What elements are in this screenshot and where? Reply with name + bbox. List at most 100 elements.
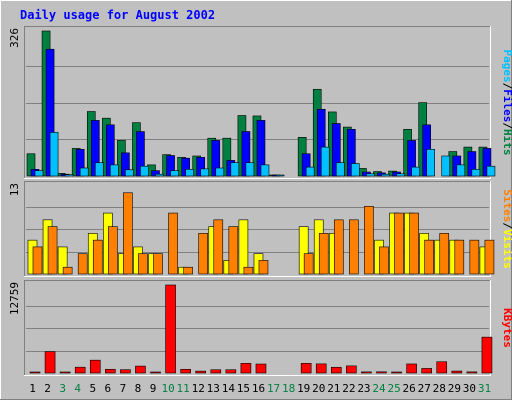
bar-sites-day-undefined (168, 212, 178, 275)
bar-pages-day-30 (471, 169, 481, 177)
bar-kbytes-day-undefined (391, 371, 402, 374)
bar-sites-day-undefined (333, 219, 344, 275)
bar-sites-day-undefined (32, 246, 43, 275)
x-tick-label: 14 (222, 382, 236, 395)
x-tick-label: 27 (418, 382, 431, 395)
y-max-label: 13 (8, 183, 21, 196)
bar-kbytes-day-undefined (74, 366, 86, 374)
x-tick-label: 10 (161, 382, 174, 395)
bar-kbytes-day-undefined (44, 351, 56, 374)
bar-pages-day-10 (170, 170, 179, 177)
bar-kbytes-day-undefined (105, 368, 116, 374)
bar-sites-day-undefined (198, 233, 209, 275)
bar-pages-day-8 (140, 165, 149, 177)
bar-pages-day-29 (456, 164, 466, 177)
bar-sites-day-undefined (303, 253, 314, 275)
x-tick-label: 19 (297, 382, 310, 395)
bar-pages-day-20 (320, 146, 330, 177)
chart-title: Daily usage for August 2002 (20, 8, 215, 22)
right-axis-label: KBytes (501, 308, 512, 348)
bar-kbytes-day-undefined (195, 370, 207, 374)
x-tick-label: 5 (89, 382, 96, 395)
bar-pages-day-9 (155, 173, 164, 177)
bar-kbytes-day-undefined (361, 371, 372, 374)
x-tick-label: 23 (357, 382, 370, 395)
x-tick-label: 29 (448, 382, 461, 395)
x-tick-label: 25 (387, 382, 400, 395)
x-tick-label: 15 (237, 382, 250, 395)
bar-sites-day-undefined (318, 233, 329, 275)
bar-kbytes-day-undefined (150, 371, 161, 374)
right-axis-label-part: Files (501, 89, 512, 122)
x-tick-label: 1 (29, 382, 36, 395)
x-tick-label: 17 (267, 382, 280, 395)
bar-sites-day-undefined (379, 246, 389, 275)
x-tick-label: 13 (207, 382, 220, 395)
bar-sites-day-undefined (469, 239, 480, 275)
bar-pages-day-22 (351, 163, 360, 177)
x-tick-label: 26 (403, 382, 416, 395)
x-tick-label: 18 (282, 382, 295, 395)
bar-kbytes-day-undefined (315, 363, 327, 374)
bar-sites-day-undefined (364, 206, 374, 275)
bar-kbytes-day-undefined (255, 363, 267, 374)
bar-pages-day-7 (125, 169, 134, 177)
bar-pages-day-26 (411, 166, 420, 177)
bar-kbytes-day-undefined (165, 284, 176, 374)
bar-pages-day-31 (486, 165, 496, 177)
right-axis-label: Sites/Visits (501, 189, 512, 269)
x-tick-label: 30 (463, 382, 476, 395)
x-tick-label: 22 (342, 382, 355, 395)
bar-kbytes-day-undefined (330, 366, 342, 374)
bar-pages-day-4 (79, 167, 89, 177)
bar-pages-day-3 (64, 174, 74, 177)
right-axis-label-part: Visits (501, 229, 512, 269)
bar-kbytes-day-undefined (406, 363, 417, 374)
bar-pages-day-15 (245, 162, 255, 177)
right-axis-label-part: / (501, 122, 512, 129)
bar-sites-day-undefined (92, 239, 103, 275)
bar-pages-day-21 (335, 162, 345, 177)
bar-pages-day-2 (49, 132, 59, 177)
right-axis-label-part: / (501, 222, 512, 229)
bar-kbytes-day-undefined (135, 365, 146, 374)
bar-kbytes-day-undefined (210, 369, 222, 374)
bar-sites-day-undefined (258, 260, 269, 275)
panel-visits-sites: 13 Sites/Visits (8, 181, 512, 277)
bar-sites-day-undefined (47, 226, 58, 275)
bar-visits-day-undefined (238, 219, 249, 275)
bar-sites-day-undefined (424, 239, 434, 275)
bar-kbytes-day-undefined (346, 365, 357, 374)
bar-sites-day-undefined (123, 192, 133, 275)
bar-kbytes-day-undefined (29, 371, 41, 374)
x-tick-label: 28 (433, 382, 446, 395)
bar-pages-day-17 (275, 174, 285, 177)
bar-sites-day-undefined (138, 253, 148, 275)
x-tick-label: 31 (478, 382, 491, 395)
bar-pages-day-16 (260, 164, 270, 177)
x-tick-label: 21 (327, 382, 340, 395)
bar-pages-day-19 (305, 166, 315, 177)
x-tick-label: 2 (44, 382, 51, 395)
bar-pages-day-5 (94, 162, 104, 177)
bar-pages-day-6 (110, 164, 119, 177)
bar-kbytes-day-undefined (436, 361, 448, 374)
bar-kbytes-day-undefined (59, 371, 71, 374)
y-max-label: 12759 (8, 282, 21, 315)
bar-sites-day-undefined (62, 266, 73, 275)
panel-kbytes: 12759 KBytes (8, 280, 512, 376)
bar-sites-day-undefined (484, 239, 495, 275)
bar-sites-day-undefined (228, 226, 239, 275)
bar-pages-day-14 (230, 162, 240, 177)
bar-sites-day-undefined (439, 233, 450, 275)
bar-pages-day-28 (441, 155, 451, 177)
bar-sites-day-undefined (213, 219, 224, 275)
bar-sites-day-undefined (394, 212, 404, 275)
bar-kbytes-day-undefined (421, 368, 432, 374)
bar-pages-day-13 (215, 167, 225, 177)
bar-sites-day-undefined (108, 226, 118, 275)
right-axis-label-part: / (501, 83, 512, 90)
x-tick-label: 7 (120, 382, 127, 395)
x-tick-label: 24 (372, 382, 386, 395)
